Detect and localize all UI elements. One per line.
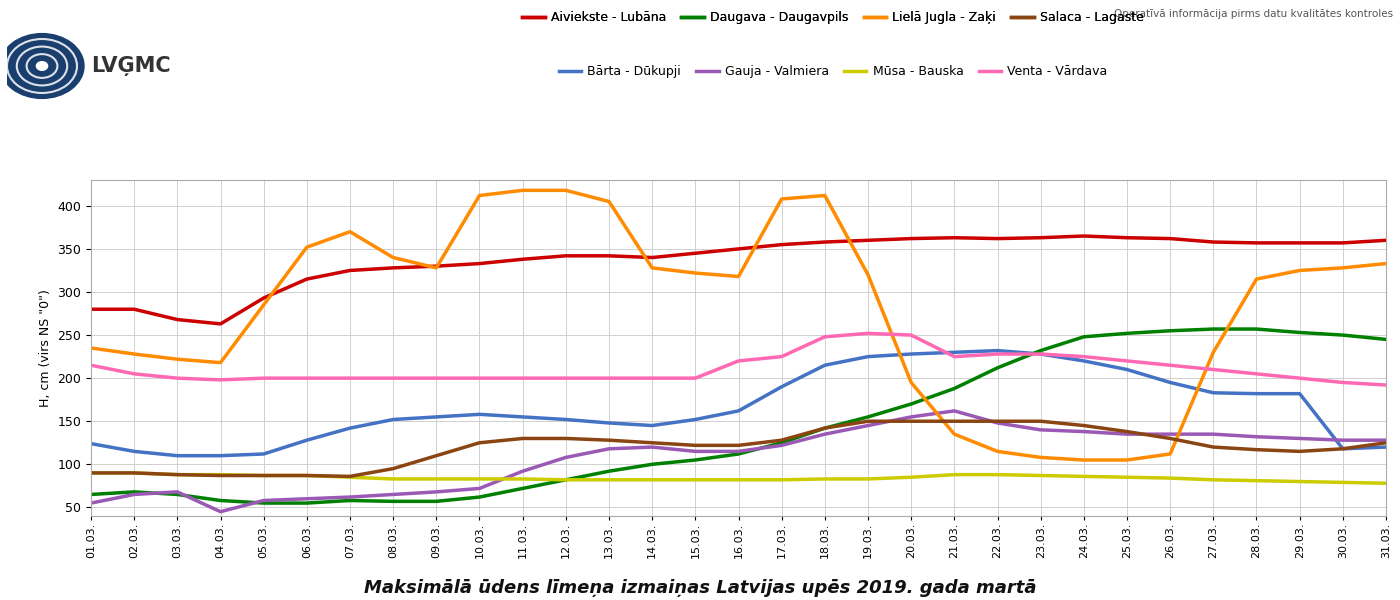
Circle shape xyxy=(36,62,48,70)
Y-axis label: H, cm (virs NS "0"): H, cm (virs NS "0") xyxy=(39,289,52,407)
Text: LVĢMC: LVĢMC xyxy=(91,56,171,76)
Legend: Bārta - Dūkupji, Gauja - Valmiera, Mūsa - Bauska, Venta - Vārdava: Bārta - Dūkupji, Gauja - Valmiera, Mūsa … xyxy=(553,60,1113,83)
Text: Operatīvā informācija pirms datu kvalitātes kontroles: Operatīvā informācija pirms datu kvalitā… xyxy=(1114,9,1393,19)
Legend: Aiviekste - Lubāna, Daugava - Daugavpils, Lielā Jugla - Zaķi, Salaca - Lagaste: Aiviekste - Lubāna, Daugava - Daugavpils… xyxy=(518,6,1148,29)
Text: Maksimālā ūdens līmeņa izmaiņas Latvijas upēs 2019. gada martā: Maksimālā ūdens līmeņa izmaiņas Latvijas… xyxy=(364,579,1036,597)
Circle shape xyxy=(0,34,84,98)
